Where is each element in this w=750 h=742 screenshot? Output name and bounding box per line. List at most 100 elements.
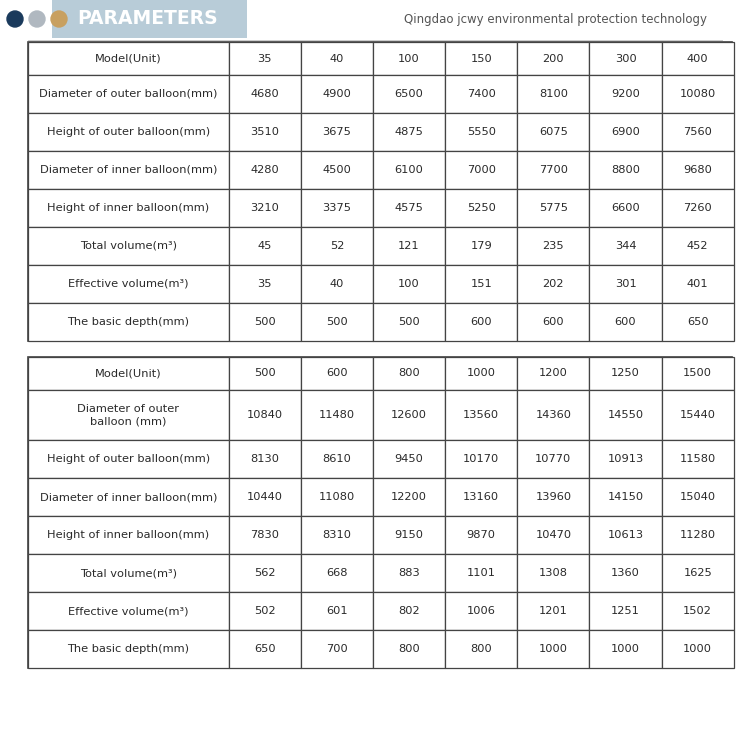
Text: Height of outer balloon(mm): Height of outer balloon(mm) [46, 127, 210, 137]
Text: 6600: 6600 [611, 203, 640, 213]
Bar [373, 227, 445, 265]
Text: 202: 202 [542, 279, 564, 289]
Text: 14550: 14550 [608, 410, 644, 420]
Text: 500: 500 [254, 317, 275, 327]
Bar [662, 592, 734, 630]
Text: 150: 150 [470, 53, 492, 64]
Bar [301, 592, 373, 630]
Text: PARAMETERS: PARAMETERS [78, 10, 218, 28]
Text: 1000: 1000 [538, 644, 568, 654]
Text: Effective volume(m³): Effective volume(m³) [68, 606, 188, 616]
Text: 1201: 1201 [539, 606, 568, 616]
Text: 15040: 15040 [680, 492, 716, 502]
Bar [662, 390, 734, 440]
Text: 600: 600 [615, 317, 636, 327]
Bar [590, 478, 662, 516]
Text: Height of inner balloon(mm): Height of inner balloon(mm) [47, 530, 209, 540]
Text: 4680: 4680 [251, 89, 279, 99]
Bar [229, 227, 301, 265]
Text: Diameter of outer balloon(mm): Diameter of outer balloon(mm) [39, 89, 218, 99]
Bar [445, 592, 518, 630]
Text: 600: 600 [542, 317, 564, 327]
Text: 100: 100 [398, 279, 420, 289]
Bar [28, 151, 229, 189]
Text: 7560: 7560 [683, 127, 712, 137]
Bar [301, 554, 373, 592]
Text: 8310: 8310 [322, 530, 352, 540]
Text: 8130: 8130 [251, 454, 279, 464]
Bar [662, 75, 734, 113]
Bar [518, 630, 590, 668]
Bar [590, 227, 662, 265]
Bar [445, 554, 518, 592]
Text: 8800: 8800 [611, 165, 640, 175]
Text: 10913: 10913 [608, 454, 644, 464]
Bar [518, 42, 590, 75]
Bar [301, 151, 373, 189]
Text: 883: 883 [398, 568, 420, 578]
Text: 11580: 11580 [680, 454, 716, 464]
Text: Height of outer balloon(mm): Height of outer balloon(mm) [46, 454, 210, 464]
Text: 1006: 1006 [466, 606, 496, 616]
Text: 1308: 1308 [538, 568, 568, 578]
Bar [518, 440, 590, 478]
Bar [373, 390, 445, 440]
Text: 4500: 4500 [322, 165, 351, 175]
Text: 3375: 3375 [322, 203, 352, 213]
Bar [373, 151, 445, 189]
Text: 13160: 13160 [464, 492, 500, 502]
Bar [373, 440, 445, 478]
Text: 8610: 8610 [322, 454, 351, 464]
Bar [28, 592, 229, 630]
Text: 4280: 4280 [251, 165, 279, 175]
Text: 6900: 6900 [611, 127, 640, 137]
Bar [373, 113, 445, 151]
Bar [229, 478, 301, 516]
Bar [28, 630, 229, 668]
Text: 35: 35 [257, 279, 272, 289]
Bar [590, 42, 662, 75]
Bar [301, 516, 373, 554]
Bar [373, 42, 445, 75]
Bar [518, 113, 590, 151]
Bar [518, 227, 590, 265]
Text: 5250: 5250 [466, 203, 496, 213]
Bar [518, 478, 590, 516]
Text: 9200: 9200 [611, 89, 640, 99]
Bar [662, 42, 734, 75]
Bar [662, 113, 734, 151]
Bar [590, 357, 662, 390]
Text: 3510: 3510 [251, 127, 279, 137]
Bar [445, 390, 518, 440]
Bar [301, 189, 373, 227]
Text: 1251: 1251 [611, 606, 640, 616]
Text: 10440: 10440 [247, 492, 283, 502]
Text: 100: 100 [398, 53, 420, 64]
Text: 1250: 1250 [611, 369, 640, 378]
Circle shape [7, 11, 23, 27]
Text: Total volume(m³): Total volume(m³) [80, 241, 177, 251]
Text: 151: 151 [470, 279, 492, 289]
Text: 800: 800 [398, 369, 420, 378]
Bar [662, 189, 734, 227]
Text: 10080: 10080 [680, 89, 716, 99]
Text: 10613: 10613 [608, 530, 644, 540]
Bar [301, 42, 373, 75]
Text: 235: 235 [542, 241, 564, 251]
Text: 13560: 13560 [464, 410, 500, 420]
Bar [229, 151, 301, 189]
Text: 4575: 4575 [394, 203, 424, 213]
Text: 401: 401 [687, 279, 709, 289]
Bar [445, 440, 518, 478]
Bar [662, 357, 734, 390]
Bar [518, 554, 590, 592]
Bar [662, 630, 734, 668]
Text: 35: 35 [257, 53, 272, 64]
Text: 14150: 14150 [608, 492, 644, 502]
Text: Diameter of inner balloon(mm): Diameter of inner balloon(mm) [40, 492, 217, 502]
Text: The basic depth(mm): The basic depth(mm) [68, 317, 189, 327]
Bar [590, 554, 662, 592]
Text: 15440: 15440 [680, 410, 716, 420]
Text: Effective volume(m³): Effective volume(m³) [68, 279, 188, 289]
Text: 3210: 3210 [251, 203, 279, 213]
